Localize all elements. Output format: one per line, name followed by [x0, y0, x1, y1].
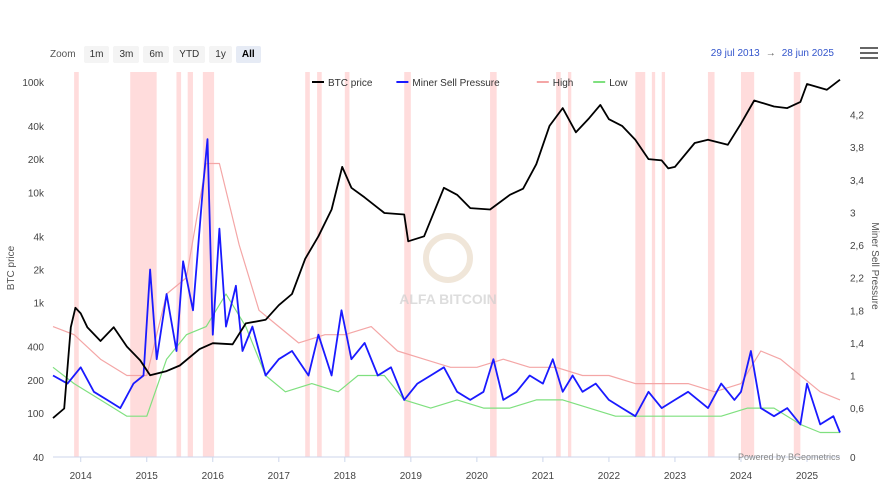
y-right-tick-label-1,8: 1,8: [850, 306, 864, 317]
y-left-axis-label: BTC price: [6, 245, 17, 290]
x-tick-label-2018: 2018: [334, 471, 357, 482]
highlight-band-0: [74, 72, 79, 457]
watermark-logo-icon: [423, 233, 473, 283]
y-left-tick-label-100: 100: [27, 409, 44, 420]
bands-group: [74, 72, 801, 457]
highlight-band-8: [404, 72, 411, 457]
x-tick-label-2014: 2014: [70, 471, 93, 482]
series-line-btc-price: [52, 78, 841, 419]
zoom-bar: Zoom 1m 3m 6m YTD 1y All: [50, 44, 261, 64]
x-tick-label-2024: 2024: [730, 471, 753, 482]
y-left-tick-label-40k: 40k: [28, 122, 45, 133]
highlight-band-17: [793, 72, 801, 457]
zoom-label: Zoom: [50, 48, 76, 60]
y-right-tick-label-1: 1: [850, 371, 856, 382]
zoom-all-button[interactable]: All: [235, 45, 261, 63]
highlight-band-2: [176, 72, 182, 457]
highlight-band-1: [130, 72, 157, 457]
highlight-band-13: [651, 72, 656, 457]
x-tick-label-2016: 2016: [202, 471, 225, 482]
y-right-tick-label-2,2: 2,2: [850, 274, 864, 285]
y-left-tick-label-2k: 2k: [33, 266, 45, 277]
x-tick-label-2025: 2025: [796, 471, 819, 482]
highlight-band-5: [305, 72, 310, 457]
hamburger-menu-icon[interactable]: [860, 44, 878, 60]
axes-group: 2014 2015 2016 2017 2018 2019 2020 2021 2022 2023…: [22, 78, 864, 482]
y-left-tick-label-200: 200: [27, 376, 44, 387]
x-tick-label-2020: 2020: [466, 471, 489, 482]
y-right-tick-label-3,4: 3,4: [850, 176, 864, 187]
y-left-tick-label-100k: 100k: [22, 78, 45, 89]
legend-label-high: High: [553, 78, 574, 89]
y-right-tick-label-3: 3: [850, 208, 856, 219]
x-tick-label-2022: 2022: [598, 471, 621, 482]
zoom-3m-button[interactable]: 3m: [113, 45, 140, 63]
y-left-tick-label-4k: 4k: [33, 232, 45, 243]
highlight-band-6: [317, 72, 322, 457]
y-left-tick-label-10k: 10k: [28, 188, 45, 199]
highlight-band-7: [344, 72, 350, 457]
highlight-band-16: [740, 72, 755, 457]
highlight-band-3: [187, 72, 193, 457]
y-right-axis-label: Miner Sell Pressure: [869, 222, 880, 310]
y-left-tick-label-400: 400: [27, 343, 44, 354]
y-right-tick-label-3,8: 3,8: [850, 143, 864, 154]
y-right-tick-label-0,6: 0,6: [850, 404, 864, 415]
series-group: [52, 78, 841, 434]
y-left-tick-label-20k: 20k: [28, 155, 45, 166]
highlight-band-11: [567, 72, 572, 457]
watermark: ALFA BITCOIN: [399, 233, 497, 307]
x-tick-label-2019: 2019: [400, 471, 423, 482]
y-left-tick-label-40: 40: [33, 453, 45, 464]
y-right-tick-label-4,2: 4,2: [850, 111, 864, 122]
legend-label-miner-sell-pressure: Miner Sell Pressure: [412, 78, 500, 89]
date-arrow: →: [765, 48, 776, 59]
zoom-6m-button[interactable]: 6m: [143, 45, 170, 63]
date-to-input[interactable]: 28 jun 2025: [781, 48, 834, 59]
credit-text: Powered by BGeometrics: [738, 452, 841, 462]
x-tick-label-2015: 2015: [136, 471, 159, 482]
highlight-band-12: [635, 72, 646, 457]
zoom-1m-button[interactable]: 1m: [83, 45, 110, 63]
y-right-tick-label-0: 0: [850, 453, 856, 464]
series-line-high: [52, 162, 841, 401]
y-left-tick-label-1k: 1k: [33, 299, 45, 310]
x-tick-label-2017: 2017: [268, 471, 291, 482]
x-tick-label-2021: 2021: [532, 471, 555, 482]
highlight-band-15: [707, 72, 715, 457]
highlight-band-9: [490, 72, 497, 457]
zoom-ytd-button[interactable]: YTD: [173, 45, 206, 63]
legend-label-btc-price: BTC price: [328, 78, 373, 89]
date-from-input[interactable]: 29 jul 2013: [710, 48, 760, 59]
highlight-band-10: [556, 72, 561, 457]
series-line-miner-sell-pressure: [52, 138, 841, 433]
y-right-tick-label-1,4: 1,4: [850, 339, 864, 350]
highlight-band-14: [661, 72, 666, 457]
highlight-band-4: [202, 72, 215, 457]
zoom-1y-button[interactable]: 1y: [209, 45, 232, 63]
date-range: 29 jul 2013 → 28 jun 2025: [711, 48, 834, 59]
legend: BTC price Miner Sell Pressure High Low: [312, 78, 628, 89]
legend-label-low: Low: [609, 78, 628, 89]
watermark-text: ALFA BITCOIN: [399, 291, 496, 307]
x-tick-label-2023: 2023: [664, 471, 687, 482]
y-right-tick-label-2,6: 2,6: [850, 241, 864, 252]
